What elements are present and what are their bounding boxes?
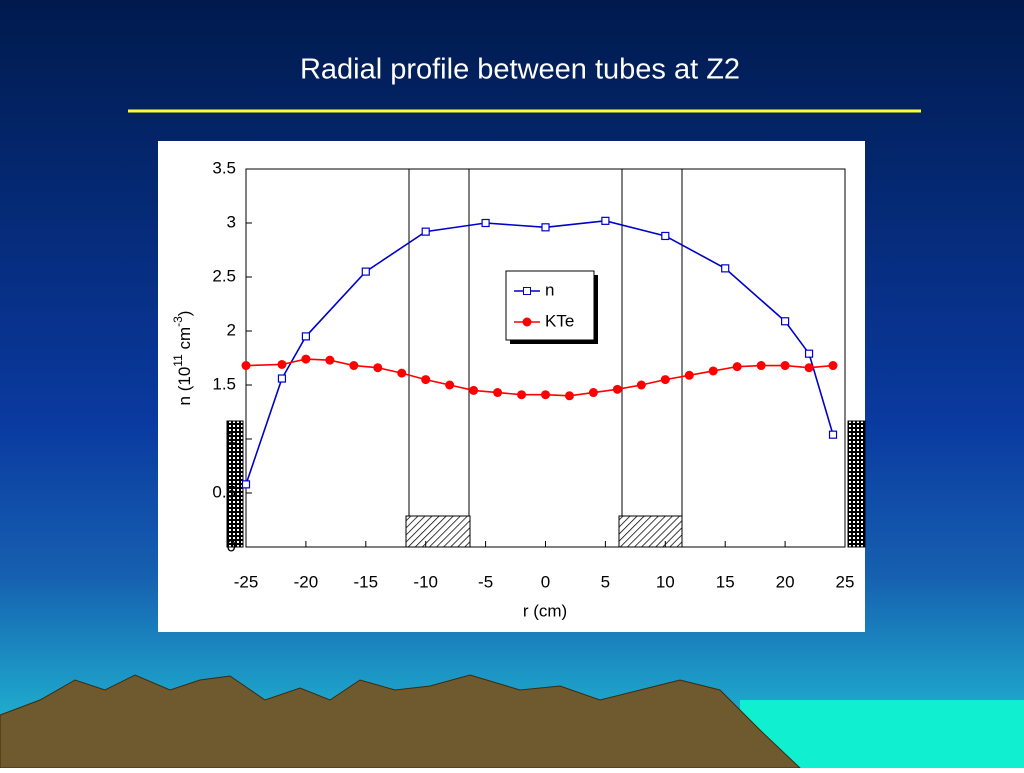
legend-marker <box>523 287 531 295</box>
y-axis-label-part: n (10 <box>175 367 194 406</box>
legend-box <box>505 270 595 341</box>
legend-label: n <box>545 280 554 299</box>
x-tick-label: -10 <box>413 572 438 591</box>
y-axis-label-part: -3 <box>171 316 185 327</box>
y-tick-label: 2 <box>227 320 236 339</box>
point <box>636 380 646 390</box>
y-axis-label-part: ) <box>175 311 194 317</box>
point <box>684 370 694 380</box>
point <box>277 359 287 369</box>
point <box>241 480 251 489</box>
legend-marker <box>522 317 532 327</box>
point <box>721 264 730 273</box>
y-axis-label-part: cm <box>175 327 194 354</box>
point <box>564 391 574 401</box>
point <box>612 384 622 394</box>
x-tick-label: 25 <box>836 572 855 591</box>
point <box>804 363 814 373</box>
x-tick-label: -15 <box>354 572 379 591</box>
y-tick-label: 1 <box>227 428 236 447</box>
point <box>601 216 610 225</box>
point <box>588 388 598 398</box>
point <box>445 380 455 390</box>
point <box>241 361 251 371</box>
y-tick-label: 0.5 <box>212 482 236 501</box>
y-axis-label-part: 11 <box>171 354 185 367</box>
point <box>661 231 670 241</box>
point <box>541 390 550 400</box>
y-axis-label: n (1011 cm-3) <box>171 311 194 406</box>
legend-label: KTe <box>545 311 574 330</box>
mountains <box>0 674 802 769</box>
point <box>481 218 490 228</box>
x-tick-label: -20 <box>294 572 319 591</box>
point <box>277 374 287 383</box>
point <box>708 366 718 376</box>
slide-title: Radial profile between tubes at Z2 <box>300 54 740 86</box>
x-tick-label: 10 <box>656 572 675 591</box>
point <box>780 361 790 371</box>
point <box>349 361 359 371</box>
point <box>325 355 335 365</box>
wall <box>847 420 866 548</box>
point <box>397 368 407 378</box>
point <box>804 349 814 358</box>
y-tick-label: 1.5 <box>212 374 236 393</box>
point <box>541 223 550 232</box>
point <box>421 375 431 385</box>
y-tick-label: 3.5 <box>212 158 236 177</box>
point <box>828 430 838 439</box>
chart-panel <box>158 141 865 632</box>
x-tick-label: 5 <box>601 572 610 591</box>
x-tick-label: -25 <box>234 572 259 591</box>
y-tick-label: 2.5 <box>212 266 236 285</box>
point <box>361 267 370 276</box>
point <box>301 332 310 341</box>
x-tick-label: 15 <box>716 572 735 591</box>
tube <box>618 515 683 548</box>
y-tick-label: 3 <box>227 212 236 231</box>
x-tick-label: -5 <box>478 572 493 591</box>
point <box>373 363 383 373</box>
point <box>493 388 503 398</box>
y-tick-label: 0 <box>227 536 236 555</box>
x-tick-label: 20 <box>776 572 795 591</box>
point <box>660 375 670 385</box>
point <box>828 361 838 371</box>
point <box>301 354 311 364</box>
point <box>421 227 430 236</box>
x-tick-label: 0 <box>541 572 550 591</box>
x-axis-label: r (cm) <box>523 601 567 620</box>
point <box>469 385 479 395</box>
point <box>732 362 742 372</box>
tube <box>405 515 471 548</box>
point <box>780 317 790 326</box>
point <box>517 390 527 400</box>
point <box>756 361 766 371</box>
